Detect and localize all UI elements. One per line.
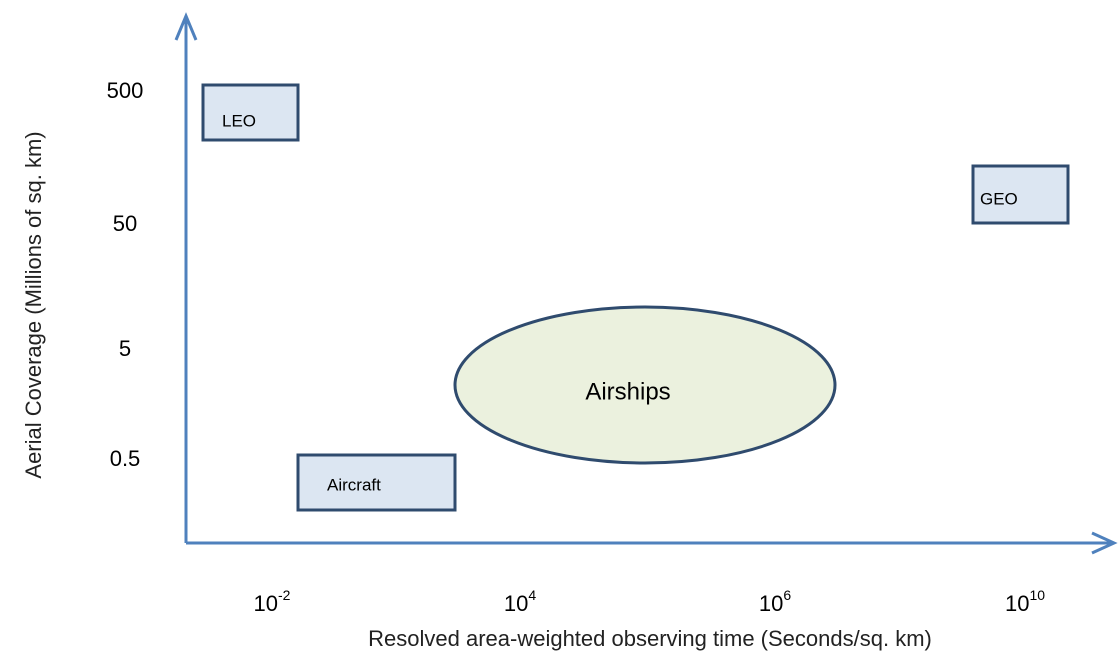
region-label: Aircraft [327,475,381,494]
x-tick-label: 106 [759,587,791,616]
x-tick-label: 1010 [1005,587,1045,616]
y-tick-label: 5 [119,336,131,361]
geo-box [971,164,1070,225]
regions [201,83,1070,512]
x-axis-title: Resolved area-weighted observing time (S… [368,626,932,651]
y-tick-label: 0.5 [110,446,141,471]
axes [174,12,1118,555]
y-tick-label: 50 [113,211,137,236]
airships-ellipse [453,305,837,465]
y-axis-arrow [174,12,198,41]
tick-exponent: 10 [1029,587,1045,603]
tick-base: 10 [759,591,783,616]
region-label: GEO [980,189,1018,208]
region-label: LEO [222,111,256,130]
x-tick-label: 104 [504,587,536,616]
region-label: Airships [585,378,670,405]
tick-base: 10 [504,591,528,616]
tick-exponent: -2 [278,587,291,603]
leo-box [201,83,300,142]
x-axis-arrow [1091,531,1118,555]
aircraft-box [296,453,457,512]
tick-exponent: 4 [528,587,536,603]
tick-base: 10 [254,591,278,616]
tick-exponent: 6 [783,587,791,603]
x-tick-label: 10-2 [254,587,291,616]
tick-base: 10 [1005,591,1029,616]
y-tick-label: 500 [107,78,144,103]
y-axis-title: Aerial Coverage (Millions of sq. km) [21,131,46,478]
